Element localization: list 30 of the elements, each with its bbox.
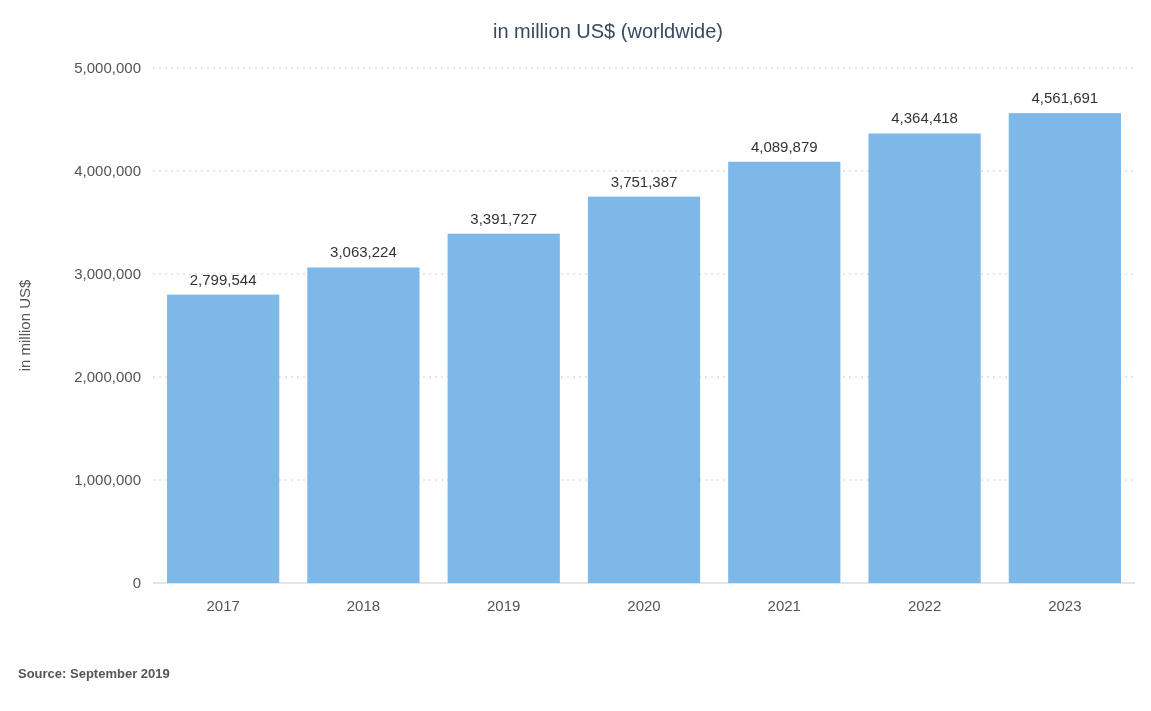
bar (587, 196, 701, 583)
data-label: 3,751,387 (610, 172, 678, 190)
x-tick-label: 2018 (346, 597, 381, 614)
y-tick-label: 3,000,000 (74, 265, 141, 283)
y-tick-label: 4,000,000 (74, 162, 141, 180)
x-tick-label: 2023 (1048, 597, 1082, 614)
chart-title: in million US$ (worldwide) (492, 20, 724, 42)
bar (728, 161, 841, 583)
y-tick-label: 5,000,000 (74, 59, 141, 77)
x-tick-label: 2017 (206, 597, 240, 614)
x-tick-label: 2022 (907, 597, 942, 614)
x-tick-label: 2021 (767, 597, 801, 614)
source-note: Source: September 2019 (18, 666, 170, 681)
bar (447, 233, 560, 583)
bar (307, 267, 420, 583)
x-tick-label: 2019 (487, 597, 521, 614)
data-label: 4,089,879 (750, 137, 818, 155)
y-tick-label: 2,000,000 (74, 368, 141, 386)
y-axis-title: in million US$ (16, 278, 33, 372)
y-tick-label: 0 (132, 574, 141, 592)
bar (167, 294, 280, 583)
x-tick-label: 2020 (627, 597, 661, 614)
bar (868, 133, 981, 583)
data-label: 3,063,224 (330, 243, 397, 261)
y-tick-label: 1,000,000 (74, 471, 141, 489)
data-label: 4,561,691 (1031, 89, 1099, 107)
data-label: 2,799,544 (189, 270, 257, 288)
bar (1008, 113, 1121, 583)
data-label: 4,364,418 (891, 109, 958, 127)
data-label: 3,391,727 (470, 209, 538, 227)
